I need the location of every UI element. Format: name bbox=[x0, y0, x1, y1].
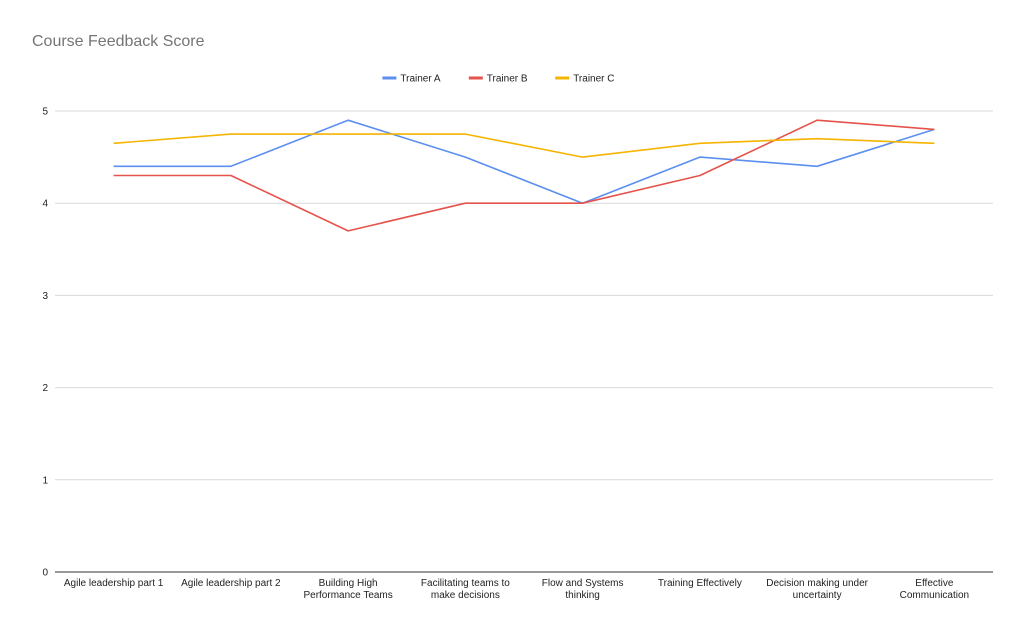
legend-item-trainer-a: Trainer A bbox=[382, 74, 441, 85]
chart-title: Course Feedback Score bbox=[32, 33, 205, 50]
x-tick-label: Effective Communication bbox=[900, 578, 969, 601]
legend-label: Trainer C bbox=[573, 74, 614, 85]
y-tick-label: 1 bbox=[42, 475, 48, 486]
series-line-trainer-b bbox=[113, 119, 935, 232]
legend-label: Trainer A bbox=[400, 74, 441, 85]
series-layer bbox=[113, 119, 935, 232]
x-tick-label: Flow and Systems thinking bbox=[542, 578, 624, 601]
series-line-trainer-a bbox=[113, 119, 935, 204]
x-tick-label: Agile leadership part 1 bbox=[64, 578, 164, 589]
legend-label: Trainer B bbox=[487, 74, 528, 85]
x-tick-label: Decision making under uncertainty bbox=[766, 578, 868, 601]
x-tick-label: Training Effectively bbox=[658, 578, 742, 589]
y-tick-label: 3 bbox=[42, 291, 48, 302]
y-tick-label: 2 bbox=[42, 383, 48, 394]
y-tick-label: 4 bbox=[42, 199, 48, 210]
series-line-trainer-c bbox=[113, 133, 935, 158]
legend-item-trainer-b: Trainer B bbox=[468, 74, 528, 85]
x-tick-label: Building High Performance Teams bbox=[303, 578, 392, 601]
axis-layer: 0 1 2 3 4 5 Agile leadership part 1 Agile leade… bbox=[42, 107, 993, 601]
y-tick-label: 5 bbox=[42, 107, 48, 118]
x-tick-label: Facilitating teams to make decisions bbox=[421, 578, 510, 601]
y-tick-label: 0 bbox=[42, 568, 48, 579]
x-tick-label: Agile leadership part 2 bbox=[181, 578, 281, 589]
legend: Trainer A Trainer B Trainer C bbox=[382, 74, 615, 85]
legend-item-trainer-c: Trainer C bbox=[555, 74, 615, 85]
